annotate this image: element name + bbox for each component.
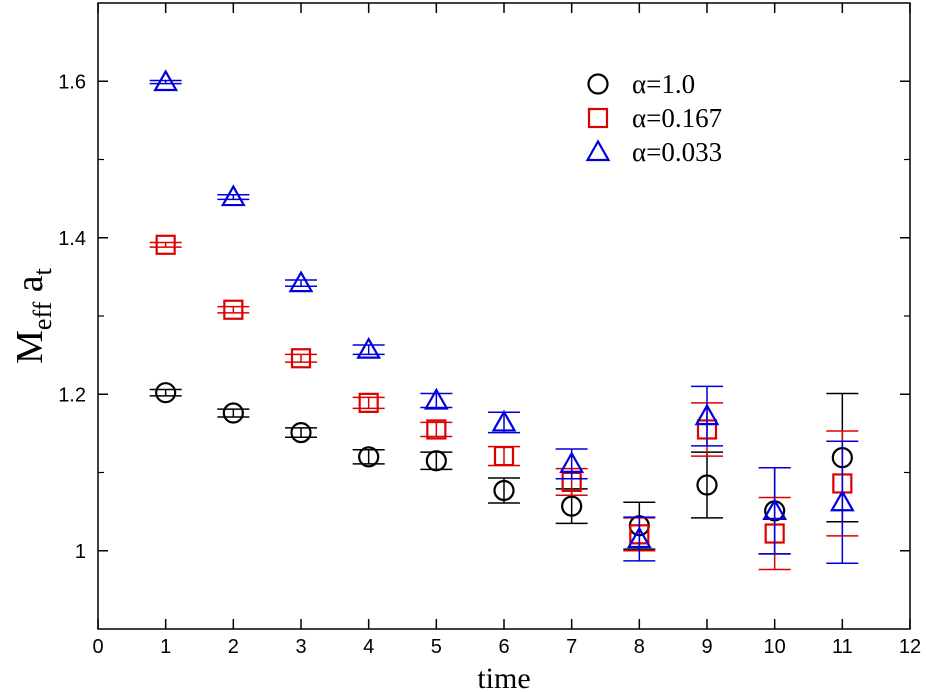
circle-marker bbox=[290, 421, 312, 444]
data-point bbox=[352, 336, 385, 359]
triangle-marker bbox=[288, 270, 314, 293]
legend-triangle-marker bbox=[585, 139, 611, 162]
y-axis-title: Meff at bbox=[9, 267, 57, 364]
y-axis-title-mid: a bbox=[9, 275, 51, 302]
series-square bbox=[149, 234, 859, 571]
square-marker bbox=[358, 392, 379, 413]
data-point bbox=[352, 446, 385, 468]
circle-marker bbox=[358, 446, 380, 468]
legend-square-marker bbox=[587, 107, 609, 129]
data-point bbox=[691, 385, 723, 447]
circle-marker bbox=[493, 479, 515, 502]
data-point bbox=[217, 184, 250, 207]
legend-label: α=0.167 bbox=[632, 103, 722, 133]
series-circle bbox=[149, 382, 859, 555]
x-tick-label: 5 bbox=[431, 636, 442, 658]
data-point bbox=[217, 299, 250, 320]
x-tick-label: 11 bbox=[832, 636, 853, 658]
x-tick-label: 2 bbox=[228, 636, 239, 658]
circle-marker bbox=[425, 450, 447, 472]
triangle-marker bbox=[153, 69, 179, 92]
triangle-marker bbox=[559, 451, 585, 473]
triangle-marker bbox=[626, 526, 652, 549]
triangle-marker bbox=[356, 336, 382, 359]
data-point bbox=[285, 270, 317, 293]
data-point bbox=[217, 402, 250, 424]
y-tick-label: 1 bbox=[75, 541, 86, 563]
x-tick-label: 1 bbox=[160, 636, 171, 658]
square-marker bbox=[290, 348, 312, 369]
x-tick-labels: 0 1 2 3 4 5 6 7 8 9 10 11 12 bbox=[92, 636, 921, 658]
circle-marker bbox=[696, 474, 718, 496]
data-point bbox=[420, 419, 453, 440]
y-axis-title-main: M bbox=[9, 330, 51, 364]
data-point bbox=[420, 450, 453, 472]
legend-circle-marker bbox=[587, 73, 609, 95]
circle-marker bbox=[222, 402, 244, 424]
y-tick-label: 1.6 bbox=[58, 71, 86, 93]
axis-ticks bbox=[97, 3, 911, 629]
data-point bbox=[488, 477, 520, 504]
x-tick-label: 8 bbox=[634, 636, 645, 658]
y-tick-label: 1.2 bbox=[58, 384, 86, 406]
x-tick-label: 4 bbox=[363, 636, 374, 658]
triangle-marker bbox=[491, 409, 517, 432]
data-point bbox=[826, 440, 859, 565]
data-point bbox=[285, 348, 317, 369]
x-tick-label: 3 bbox=[295, 636, 306, 658]
square-marker bbox=[223, 299, 244, 320]
data-point bbox=[285, 421, 317, 444]
x-axis-title: time bbox=[477, 662, 530, 692]
data-point bbox=[758, 467, 791, 555]
legend-entry: α=1.0 bbox=[587, 69, 695, 99]
legend-label: α=0.033 bbox=[632, 137, 722, 167]
plot-frame bbox=[97, 2, 911, 630]
x-tick-label: 7 bbox=[566, 636, 577, 658]
series-layer bbox=[149, 69, 859, 571]
series-triangle bbox=[149, 69, 859, 565]
legend-entry: α=0.167 bbox=[587, 103, 722, 133]
data-point bbox=[555, 448, 588, 480]
triangle-marker bbox=[694, 403, 720, 426]
y-axis-title-sub1: eff bbox=[28, 301, 57, 330]
y-tick-label: 1.4 bbox=[58, 228, 86, 250]
data-point bbox=[488, 409, 520, 434]
data-point bbox=[420, 387, 453, 410]
x-tick-label: 9 bbox=[701, 636, 712, 658]
y-tick-labels: 1 1.2 1.4 1.6 bbox=[58, 71, 86, 563]
y-axis-title-sub2: t bbox=[28, 267, 57, 275]
triangle-marker bbox=[423, 387, 449, 410]
data-point bbox=[488, 445, 520, 467]
legend-label: α=1.0 bbox=[632, 69, 695, 99]
data-point bbox=[149, 382, 182, 404]
x-tick-label: 0 bbox=[92, 636, 103, 658]
square-marker bbox=[155, 234, 176, 255]
square-marker bbox=[426, 419, 447, 440]
data-point bbox=[352, 392, 385, 413]
triangle-marker bbox=[220, 184, 246, 207]
legend-entry: α=0.033 bbox=[585, 137, 722, 167]
data-point bbox=[149, 69, 182, 92]
legend: α=1.0 α=0.167 α=0.033 bbox=[585, 69, 722, 167]
x-tick-label: 12 bbox=[899, 636, 921, 658]
triangle-marker bbox=[762, 498, 788, 520]
data-point bbox=[623, 516, 656, 562]
circle-marker bbox=[561, 495, 583, 517]
square-marker bbox=[493, 445, 515, 467]
triangle-marker bbox=[829, 489, 855, 512]
x-tick-label: 6 bbox=[498, 636, 509, 658]
data-point bbox=[691, 451, 723, 519]
x-tick-label: 10 bbox=[764, 636, 786, 658]
circle-marker bbox=[155, 382, 177, 404]
data-point bbox=[149, 234, 182, 255]
